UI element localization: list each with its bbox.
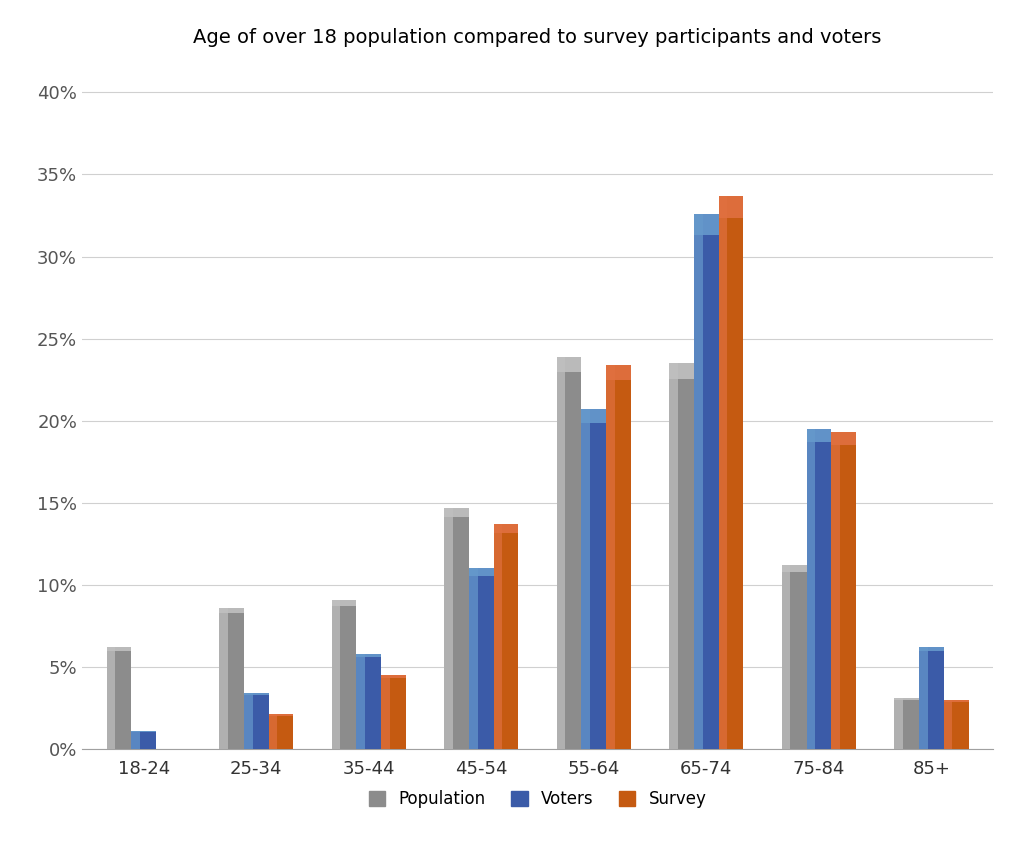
Bar <box>469 568 494 575</box>
Bar <box>332 599 356 606</box>
Bar <box>694 214 719 235</box>
Bar <box>219 608 228 749</box>
Bar <box>781 565 791 749</box>
Bar <box>919 647 928 749</box>
Bar <box>670 363 694 379</box>
Bar <box>694 214 702 749</box>
Bar <box>106 647 131 651</box>
Bar <box>719 196 727 749</box>
Bar <box>719 196 743 749</box>
Bar <box>219 608 244 749</box>
Bar <box>582 409 590 749</box>
Bar <box>268 715 294 749</box>
Bar <box>494 524 518 749</box>
Bar <box>557 357 565 749</box>
Bar <box>781 565 807 573</box>
Bar <box>719 196 743 218</box>
Bar <box>381 675 406 749</box>
Bar <box>606 365 614 749</box>
Bar <box>244 693 268 695</box>
Bar <box>944 700 969 701</box>
Bar <box>894 698 919 700</box>
Bar <box>807 429 831 442</box>
Bar <box>444 507 469 749</box>
Bar <box>919 647 944 749</box>
Bar <box>557 357 582 373</box>
Bar <box>381 675 390 749</box>
Bar <box>444 507 453 749</box>
Bar <box>356 654 381 749</box>
Bar <box>444 507 469 517</box>
Bar <box>670 363 678 749</box>
Bar <box>469 568 477 749</box>
Bar <box>582 409 606 423</box>
Bar <box>670 363 694 749</box>
Bar <box>106 647 116 749</box>
Bar <box>469 568 494 749</box>
Bar <box>244 693 253 749</box>
Legend: Population, Voters, Survey: Population, Voters, Survey <box>360 782 715 816</box>
Bar <box>944 700 969 749</box>
Bar <box>131 731 140 749</box>
Bar <box>606 365 631 749</box>
Bar <box>106 647 131 749</box>
Bar <box>494 524 503 749</box>
Title: Age of over 18 population compared to survey participants and voters: Age of over 18 population compared to su… <box>194 28 882 47</box>
Bar <box>494 524 518 533</box>
Bar <box>332 600 340 749</box>
Bar <box>694 214 719 749</box>
Bar <box>332 600 356 749</box>
Bar <box>894 698 903 749</box>
Bar <box>131 731 157 749</box>
Bar <box>831 432 856 749</box>
Bar <box>356 654 381 658</box>
Bar <box>781 565 807 749</box>
Bar <box>807 429 831 749</box>
Bar <box>557 357 582 749</box>
Bar <box>381 675 406 678</box>
Bar <box>807 429 815 749</box>
Bar <box>831 432 840 749</box>
Bar <box>219 608 244 614</box>
Bar <box>356 654 366 749</box>
Bar <box>244 693 268 749</box>
Bar <box>582 409 606 749</box>
Bar <box>919 647 944 651</box>
Bar <box>894 698 919 749</box>
Bar <box>831 432 856 445</box>
Bar <box>268 715 278 749</box>
Bar <box>606 365 631 380</box>
Bar <box>268 715 294 716</box>
Bar <box>944 700 952 749</box>
